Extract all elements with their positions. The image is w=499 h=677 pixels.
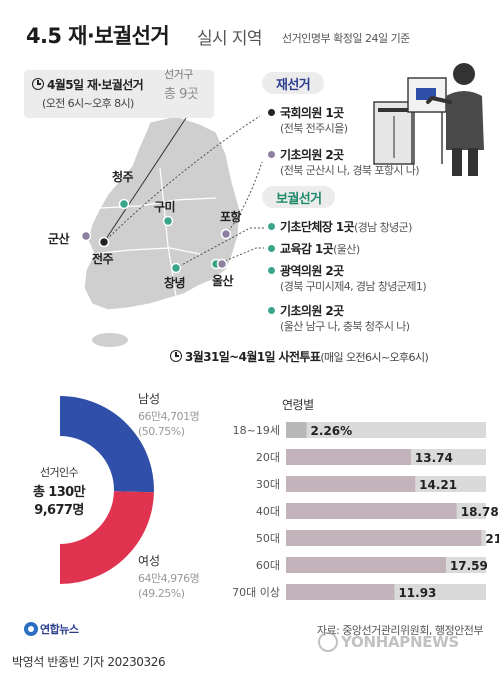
re-election-item-2-detail: (전북 군산시 나, 경북 포항시 나) [280,164,420,177]
total-label: 선거구 [164,68,193,81]
map-area: 4월5일 재·보궐선거 (오전 6시~오후 8시) 선거구 총 9곳 청주 구미… [0,58,499,350]
city-label-gunsan: 군산 [48,232,69,246]
page-subtitle: 실시 지역 [197,29,263,49]
age-category-label: 20대 [256,451,280,464]
city-dot-jeonju [98,236,110,248]
legend-dot-icon [268,267,275,274]
donut-slice-female [60,491,154,584]
by-election-item-4-detail: (울산 남구 나, 충북 청주시 나) [280,320,410,333]
total-value: 총 9곳 [164,87,199,102]
city-label-ulsan: 울산 [212,274,233,288]
yonhap-logo-icon [24,622,38,636]
donut-slice-male [60,396,154,493]
age-bar [286,584,395,600]
age-category-label: 30대 [256,478,280,491]
header: 4.5 재·보궐선거 실시 지역 선거인명부 확정일 24일 기준 [0,0,499,60]
city-label-changnyeong: 창녕 [164,276,185,290]
credit-line: 박영석 반종빈 기자 20230326 [12,655,166,669]
voter-gender-chart: 선거인수 총 130만 9,677명 남성 66만4,701명 (50.75%)… [0,378,240,628]
age-bar-track [286,422,486,438]
page-title: 4.5 재·보궐선거 [26,24,170,48]
source-note: 자료: 중앙선거관리위원회, 행정안전부 [316,624,484,637]
legend-dot-icon [268,223,275,230]
election-day-box: 4월5일 재·보궐선거 (오전 6시~오후 8시) [24,70,214,118]
donut-center-value-2: 9,677명 [34,503,84,518]
age-category-label: 18~19세 [233,424,280,437]
legend-dot-icon [268,307,275,314]
donut-left-edge [0,395,61,585]
clock-icon [32,78,44,90]
basis-note: 선거인명부 확정일 24일 기준 [282,32,410,45]
city-dot-changnyeong [170,262,182,274]
legend-dot-icon [268,245,275,252]
city-dot-gunsan [80,230,92,242]
female-share: (49.25%) [138,587,185,600]
donut-center-label: 선거인수 [39,466,79,479]
by-election-item-2: 교육감 1곳(울산) [268,238,360,257]
age-bar [286,476,416,492]
city-label-cheongju: 청주 [112,170,133,184]
election-time: (오전 6시~오후 8시) [42,97,134,110]
election-date: 4월5일 재·보궐선거 [47,78,144,92]
city-dot-ulsan-b [216,258,228,270]
watermark: YONHAPNEWS [318,632,459,652]
city-dot-pohang [220,228,232,240]
voting-booth-illustration [373,63,484,176]
male-count: 66만4,701명 [138,410,200,423]
by-election-tag: 보궐선거 [262,186,336,208]
city-label-pohang: 포항 [220,210,241,224]
city-dot-gumi [162,215,174,227]
city-label-gumi: 구미 [154,200,175,214]
male-label: 남성 [138,392,161,406]
re-election-item-2: 기초의원 2곳 [268,144,344,163]
re-election-tag: 재선거 [262,72,325,94]
male-share: (50.75%) [138,425,185,438]
korea-map [80,115,264,347]
by-election-item-3-detail: (경북 구미시제4, 경남 창녕군제1) [280,280,427,293]
watermark-icon [318,632,338,652]
female-label: 여성 [138,554,161,568]
age-bar-value-label: 11.93 [398,586,436,600]
by-election-item-3: 광역의원 2곳 [268,260,344,279]
age-bar [286,503,457,519]
re-election-item-1: 국회의원 1곳 [268,102,344,121]
age-bar-value-label: 18.78 [461,505,499,519]
age-bar-value-label: 21.49 [485,532,499,546]
legend-dot-icon [268,151,275,158]
age-bar-chart: 18~19세 2.26% 20대 13.74 30대 14.21 40대 18.78 50대 21… [222,396,499,606]
by-election-item-4: 기초의원 2곳 [268,300,344,319]
yonhap-logo: 연합뉴스 [24,621,79,637]
age-bar [286,557,446,573]
age-category-label: 50대 [256,532,280,545]
re-election-item-1-detail: (전북 전주시을) [280,122,348,135]
age-category-label: 40대 [256,505,280,518]
age-category-label: 70대 이상 [232,586,280,599]
clock-icon [170,350,182,362]
city-label-jeonju: 전주 [92,252,113,266]
korea-map-shape [83,115,241,311]
age-bar [286,422,307,438]
early-voting-note: 3월31일~4월1일 사전투표(매일 오전6시~오후6시) [170,348,429,365]
by-election-item-1: 기초단체장 1곳(경남 창녕군) [268,216,412,235]
gender-donut [0,395,154,585]
donut-center-value-1: 총 130만 [33,485,86,500]
age-category-label: 60대 [256,559,280,572]
age-bars: 18~19세 2.26% 20대 13.74 30대 14.21 40대 18.78 50대 21… [232,422,499,600]
age-bar [286,449,411,465]
city-dot-cheongju [118,198,130,210]
female-count: 64만4,976명 [138,572,200,585]
age-chart-title: 연령별 [282,398,314,412]
age-bar [286,530,482,546]
age-bar-value-label: 17.59 [450,559,488,573]
age-bar-value-label: 13.74 [415,451,453,465]
legend-dot-icon [268,109,275,116]
age-bar-value-label: 2.26% [311,424,353,438]
age-bar-value-label: 14.21 [419,478,457,492]
